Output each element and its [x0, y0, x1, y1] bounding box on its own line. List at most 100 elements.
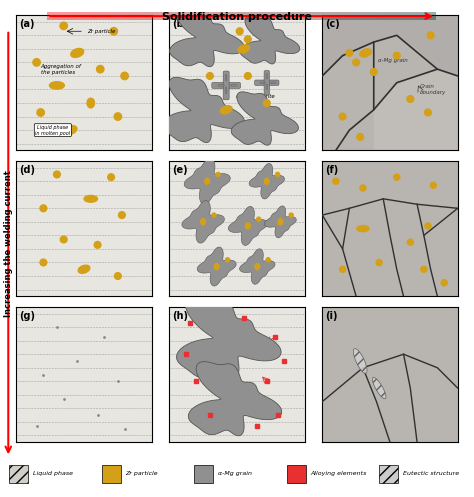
- Polygon shape: [231, 92, 299, 145]
- Bar: [300, 12, 319, 20]
- Ellipse shape: [360, 49, 372, 57]
- Text: Zr particle: Zr particle: [126, 472, 158, 477]
- Text: Solidification procedure: Solidification procedure: [162, 12, 312, 22]
- Polygon shape: [240, 249, 275, 284]
- Bar: [222, 12, 242, 20]
- Ellipse shape: [87, 98, 94, 108]
- Circle shape: [339, 266, 346, 272]
- Circle shape: [118, 212, 125, 219]
- Bar: [339, 12, 358, 20]
- Text: Eutectic structure: Eutectic structure: [403, 472, 459, 477]
- Circle shape: [121, 72, 128, 80]
- FancyBboxPatch shape: [9, 465, 28, 483]
- Circle shape: [407, 95, 414, 102]
- Circle shape: [339, 113, 346, 120]
- Ellipse shape: [255, 263, 260, 269]
- Circle shape: [114, 273, 121, 279]
- Bar: [397, 12, 417, 20]
- Text: (i): (i): [325, 311, 337, 321]
- FancyBboxPatch shape: [260, 82, 265, 83]
- Bar: [47, 12, 67, 20]
- Ellipse shape: [246, 223, 250, 229]
- Text: (g): (g): [19, 311, 35, 321]
- FancyBboxPatch shape: [226, 87, 227, 93]
- Circle shape: [407, 239, 413, 245]
- Text: (b): (b): [172, 19, 188, 29]
- Circle shape: [40, 205, 47, 212]
- Circle shape: [346, 50, 353, 56]
- Polygon shape: [176, 296, 281, 379]
- Circle shape: [256, 217, 261, 221]
- Ellipse shape: [354, 348, 367, 373]
- Text: Increasing the welding current: Increasing the welding current: [4, 170, 13, 317]
- FancyBboxPatch shape: [102, 465, 121, 483]
- Bar: [281, 12, 300, 20]
- Circle shape: [353, 59, 360, 66]
- Circle shape: [37, 109, 45, 116]
- Bar: [86, 12, 106, 20]
- Circle shape: [33, 59, 40, 66]
- Bar: [145, 12, 164, 20]
- Circle shape: [54, 171, 60, 178]
- Text: (d): (d): [19, 165, 35, 175]
- Circle shape: [97, 66, 104, 73]
- Text: (c): (c): [325, 19, 340, 29]
- FancyBboxPatch shape: [212, 83, 240, 88]
- Circle shape: [425, 109, 431, 116]
- Circle shape: [108, 174, 114, 180]
- Polygon shape: [322, 15, 458, 76]
- Ellipse shape: [373, 377, 386, 399]
- Bar: [242, 12, 261, 20]
- Circle shape: [114, 113, 121, 120]
- Circle shape: [40, 259, 47, 266]
- Circle shape: [245, 36, 251, 43]
- Circle shape: [333, 178, 339, 184]
- Polygon shape: [240, 16, 300, 64]
- Text: α-Mg grain: α-Mg grain: [218, 472, 252, 477]
- Ellipse shape: [84, 195, 98, 202]
- Circle shape: [394, 174, 400, 180]
- FancyBboxPatch shape: [266, 74, 267, 79]
- Circle shape: [60, 236, 67, 243]
- Circle shape: [360, 185, 366, 191]
- Ellipse shape: [278, 219, 283, 225]
- FancyBboxPatch shape: [264, 71, 270, 95]
- Text: α-Mg grain: α-Mg grain: [378, 58, 408, 64]
- Circle shape: [441, 280, 447, 286]
- Text: Grain
boundary: Grain boundary: [420, 83, 446, 94]
- Ellipse shape: [220, 106, 232, 114]
- Bar: [164, 12, 183, 20]
- FancyBboxPatch shape: [271, 82, 276, 83]
- Polygon shape: [322, 42, 374, 151]
- Circle shape: [427, 32, 434, 39]
- Circle shape: [60, 22, 67, 29]
- Polygon shape: [228, 206, 267, 246]
- FancyBboxPatch shape: [255, 80, 279, 85]
- Circle shape: [425, 223, 431, 229]
- FancyBboxPatch shape: [226, 75, 227, 81]
- Circle shape: [226, 258, 229, 262]
- Circle shape: [237, 28, 243, 35]
- Text: Liquid phase: Liquid phase: [33, 472, 73, 477]
- Polygon shape: [249, 164, 284, 199]
- Circle shape: [110, 27, 118, 35]
- FancyBboxPatch shape: [218, 85, 224, 86]
- Ellipse shape: [71, 48, 84, 57]
- Circle shape: [393, 52, 400, 59]
- Polygon shape: [182, 201, 225, 243]
- Bar: [67, 12, 86, 20]
- Bar: [261, 12, 281, 20]
- Circle shape: [289, 213, 293, 217]
- Text: (a): (a): [19, 19, 35, 29]
- Bar: [417, 12, 436, 20]
- Circle shape: [430, 182, 437, 188]
- Circle shape: [94, 242, 101, 248]
- Ellipse shape: [214, 263, 219, 269]
- Text: Liquid phase
in molten pool: Liquid phase in molten pool: [35, 125, 71, 136]
- Bar: [203, 12, 222, 20]
- Polygon shape: [162, 78, 245, 143]
- Circle shape: [266, 258, 270, 262]
- Polygon shape: [184, 158, 230, 204]
- Circle shape: [212, 213, 216, 217]
- Ellipse shape: [357, 226, 369, 232]
